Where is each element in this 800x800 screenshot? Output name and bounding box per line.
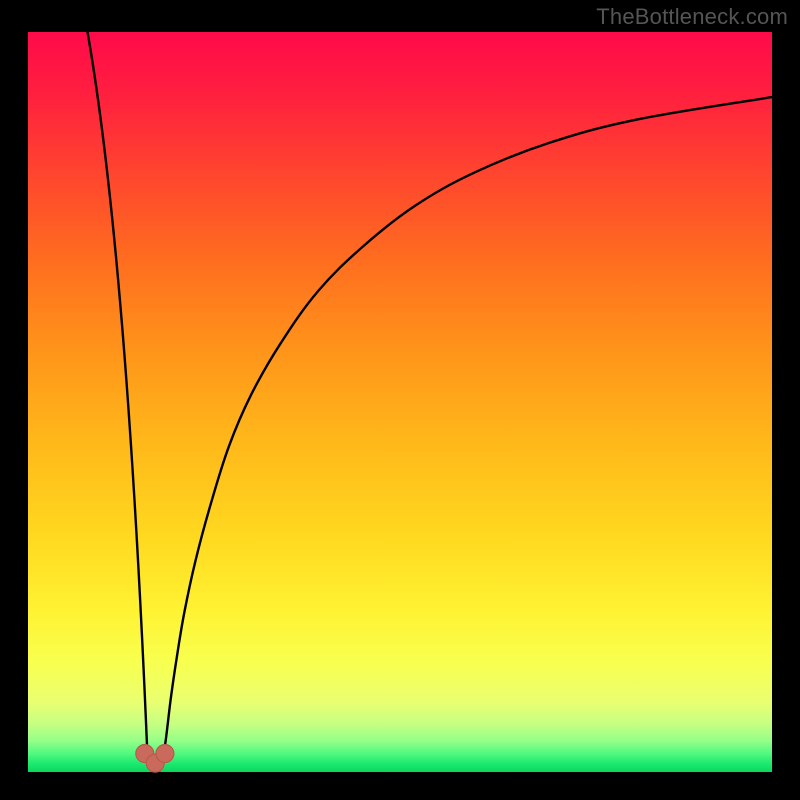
curve-overlay: [28, 32, 772, 772]
feature-dots-group: [136, 745, 174, 773]
watermark-text: TheBottleneck.com: [596, 4, 788, 30]
chart-frame: TheBottleneck.com: [0, 0, 800, 800]
bottleneck-curve: [88, 32, 772, 771]
plot-area: [28, 32, 772, 772]
feature-dot: [156, 745, 174, 763]
